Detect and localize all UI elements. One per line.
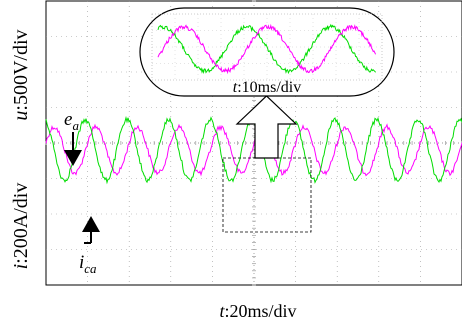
- annotation-i-ca: ica: [79, 216, 100, 276]
- y-axis-label-upper: u:500V/div: [10, 29, 32, 120]
- annotation-i-ca-arrowhead-icon: [82, 216, 100, 232]
- inset-trace-green: [157, 23, 376, 75]
- x-axis-label: t:20ms/div: [219, 301, 296, 321]
- inset-traces: [157, 23, 377, 75]
- annotation-e-a: ea: [64, 109, 82, 166]
- inset-frame: [139, 7, 395, 97]
- inset-time-scale: t:10ms/div: [233, 79, 301, 96]
- trace-i-ca: [45, 123, 462, 177]
- zoom-inset: t:10ms/div: [139, 7, 395, 97]
- annotation-e-a-label: ea: [64, 109, 79, 133]
- y-axis-label-lower: i:200A/div: [10, 183, 32, 270]
- annotation-e-a-arrowhead-icon: [64, 150, 82, 166]
- zoom-selection-box: [222, 157, 312, 233]
- annotation-i-ca-label: ica: [79, 252, 97, 276]
- zoom-arrow-icon: [235, 95, 298, 159]
- inset-trace-magenta: [157, 23, 377, 75]
